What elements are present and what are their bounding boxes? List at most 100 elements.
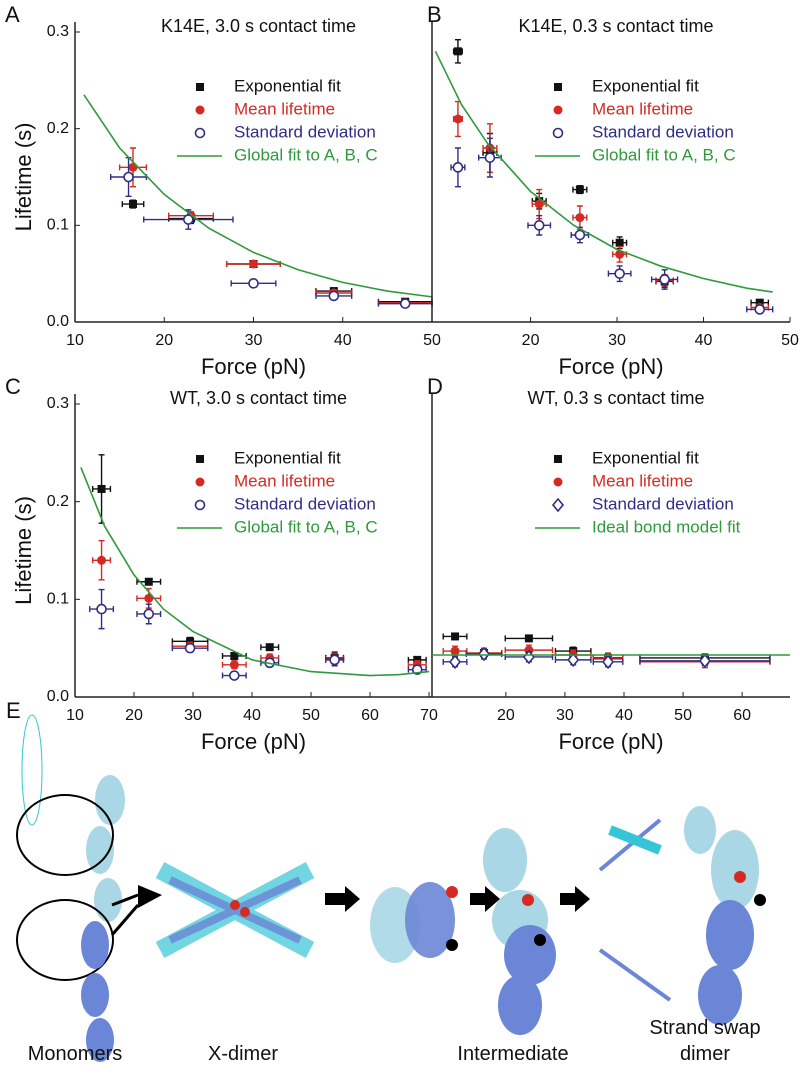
marker	[575, 213, 585, 223]
x-tick-label: 20	[125, 707, 143, 724]
marker	[144, 577, 153, 586]
x-tick-label: 60	[361, 707, 379, 724]
y-tick-label: 0.0	[47, 313, 69, 330]
marker	[184, 642, 196, 654]
legend-label: Standard deviation	[234, 494, 376, 513]
x-axis-label: Force (pN)	[201, 354, 306, 379]
legend-label: Mean lifetime	[234, 99, 335, 118]
fit-line	[80, 467, 430, 677]
marker	[123, 171, 134, 183]
legend-marker	[196, 83, 204, 91]
legend-label: Standard deviation	[592, 494, 734, 513]
marker	[575, 185, 584, 194]
legend-marker	[195, 105, 205, 115]
x-tick-label: 30	[556, 707, 574, 724]
legend-marker	[554, 455, 562, 463]
panel-label: B	[427, 2, 442, 27]
marker	[659, 274, 670, 285]
x-tick-label: 60	[733, 707, 751, 724]
legend-marker	[552, 127, 564, 139]
marker	[755, 298, 764, 307]
x-tick-label: 30	[184, 707, 202, 724]
legend-label: Exponential fit	[592, 76, 699, 95]
x-tick-label: 40	[243, 707, 261, 724]
marker	[183, 214, 194, 225]
legend-label: Standard deviation	[234, 122, 376, 141]
x-axis-label: Force (pN)	[558, 354, 663, 379]
marker	[615, 238, 624, 247]
legend-label: Standard deviation	[592, 122, 734, 141]
legend-label: Mean lifetime	[234, 471, 335, 490]
x-axis-label: Force (pN)	[201, 729, 306, 754]
x-tick-label: 20	[497, 707, 515, 724]
marker	[533, 220, 545, 231]
marker	[574, 229, 586, 241]
marker	[97, 484, 106, 493]
marker	[524, 634, 533, 643]
fit-line	[83, 94, 433, 298]
legend-label: Exponential fit	[592, 448, 699, 467]
x-tick-label: 10	[66, 332, 84, 349]
marker	[477, 646, 491, 662]
y-tick-label: 0.1	[47, 591, 69, 608]
marker	[229, 660, 239, 670]
x-tick-label: 70	[420, 707, 438, 724]
marker	[265, 643, 274, 652]
marker	[328, 290, 340, 302]
marker	[452, 162, 464, 173]
marker	[451, 632, 460, 641]
panel-label: A	[5, 2, 20, 27]
legend-label: Exponential fit	[234, 448, 341, 467]
legend-marker	[551, 497, 565, 513]
chart-title: K14E, 3.0 s contact time	[161, 16, 356, 36]
y-tick-label: 0.2	[47, 493, 69, 510]
marker	[399, 298, 411, 309]
x-tick-label: 50	[781, 332, 799, 349]
legend-label: Exponential fit	[234, 76, 341, 95]
marker	[450, 646, 460, 656]
legend-marker	[195, 477, 205, 487]
marker	[96, 603, 107, 615]
x-axis-label: Force (pN)	[558, 729, 663, 754]
marker	[453, 47, 462, 56]
chart-title: K14E, 0.3 s contact time	[518, 16, 713, 36]
marker	[484, 152, 496, 163]
stage-label: Monomers	[27, 1043, 123, 1065]
chart-title: WT, 0.3 s contact time	[527, 388, 704, 408]
panel-label: C	[5, 374, 21, 399]
legend-marker	[194, 127, 206, 139]
y-axis-label: Lifetime (s)	[11, 496, 36, 605]
stage-label: Intermediate	[457, 1043, 569, 1065]
y-tick-label: 0.3	[47, 395, 69, 412]
y-tick-label: 0.3	[47, 23, 69, 40]
marker	[144, 593, 154, 603]
legend-label: Mean lifetime	[592, 99, 693, 118]
marker	[453, 114, 463, 124]
x-tick-label: 20	[155, 332, 173, 349]
legend-marker	[553, 105, 563, 115]
legend-label: Mean lifetime	[592, 471, 693, 490]
x-tick-label: 30	[245, 332, 263, 349]
marker	[249, 259, 258, 269]
y-tick-label: 0.2	[47, 120, 69, 137]
fit-line	[434, 50, 773, 293]
y-tick-label: 0.1	[47, 217, 69, 234]
x-tick-label: 30	[608, 332, 626, 349]
panel-label: E	[6, 698, 21, 723]
x-tick-label: 40	[334, 332, 352, 349]
marker	[129, 200, 138, 209]
legend-marker	[554, 83, 562, 91]
marker	[97, 555, 107, 565]
marker	[186, 637, 195, 646]
marker	[698, 653, 711, 669]
legend-label: Global fit to A, B, C	[234, 145, 378, 164]
legend-label: Global fit to A, B, C	[592, 145, 736, 164]
marker	[567, 652, 580, 668]
marker	[143, 608, 155, 620]
marker	[534, 199, 544, 209]
marker	[413, 655, 422, 664]
panel-e-drawing	[16, 714, 766, 1062]
marker	[329, 654, 340, 666]
